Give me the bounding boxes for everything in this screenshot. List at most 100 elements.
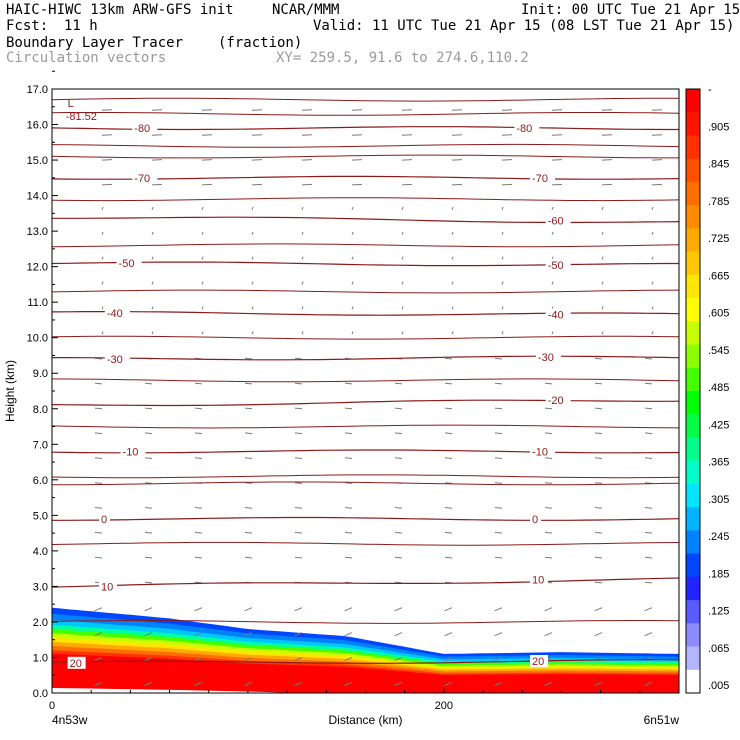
vector-22 [101, 134, 113, 136]
vector-3 [94, 607, 103, 612]
vector-170 [444, 632, 453, 637]
y-tick-label: 2.0 [33, 617, 48, 629]
contour-label-bg [116, 257, 142, 270]
contour-label-bg [104, 306, 130, 319]
contour-label: -70 [134, 173, 150, 185]
axes: 0.0 1.0 2.0 3.0 4.0 5.0 6.0 7.0 8.0 9.0 10.0 11.0 12… [3, 70, 680, 727]
vector-104 [294, 482, 303, 484]
colorbar-swatch [686, 669, 700, 694]
contour-label-bg [530, 171, 556, 184]
vector-242 [594, 632, 603, 637]
colorbar-swatch [686, 274, 700, 299]
contour-label-bg [132, 122, 158, 135]
terrain-edge [52, 688, 300, 693]
vector-21 [101, 159, 113, 161]
vector-79 [244, 507, 253, 509]
colorbar-swatch [686, 321, 700, 345]
vector-154 [394, 432, 403, 435]
vector-230 [551, 331, 554, 335]
vector-147 [394, 607, 403, 612]
vector-215 [501, 109, 513, 111]
vector-222 [544, 531, 553, 534]
vector-191 [451, 109, 463, 111]
vector-20 [101, 183, 113, 186]
vector-107 [294, 407, 303, 410]
vector-139 [351, 206, 354, 210]
colorbar: - .905 .845 .785 .725 .665 .605 .545 .485 .425 .36… [685, 84, 729, 694]
contour-10 [52, 577, 679, 588]
vector-149 [394, 556, 403, 559]
vector-115 [301, 206, 304, 210]
vector-125 [344, 556, 353, 559]
vector-51 [194, 607, 203, 612]
vector-255 [601, 306, 604, 310]
colorbar-swatch [686, 135, 700, 160]
vector-219 [544, 607, 553, 612]
vector-28 [144, 581, 153, 584]
colorbar-label: .125 [708, 606, 729, 618]
contour-0 [52, 516, 679, 521]
vector-173 [444, 556, 453, 559]
vector-134 [351, 331, 354, 335]
vector-284 [651, 183, 663, 186]
vector-31 [144, 507, 153, 509]
y-tick-label: 12.0 [27, 262, 48, 274]
vector-87 [251, 306, 254, 310]
colorbar-swatch [686, 437, 700, 462]
contour-line-10 [52, 474, 679, 479]
y-tick-label: 5.0 [33, 510, 48, 522]
y-tick-label: 7.0 [33, 439, 48, 451]
vector-65 [201, 256, 204, 260]
vector-275 [644, 407, 653, 410]
vector-54 [194, 531, 203, 534]
vector-228 [544, 382, 553, 385]
vector-280 [651, 281, 654, 285]
vector-83 [244, 407, 253, 410]
vector-150 [394, 531, 403, 534]
vector-239 [551, 109, 563, 111]
contour-label-bg [120, 445, 146, 458]
colorbar-label: .905 [708, 121, 729, 133]
y-tick-label: 10.0 [27, 333, 48, 345]
contour-label-bg [98, 512, 110, 525]
colorbar-label: .845 [708, 159, 729, 171]
vector-253 [594, 357, 603, 360]
colorbar-swatch [686, 181, 700, 206]
vector-140 [351, 183, 363, 186]
vector-109 [294, 357, 303, 360]
vector-111 [301, 306, 304, 310]
vector-282 [651, 231, 654, 235]
vector-249 [594, 457, 603, 459]
vector-24 [144, 681, 153, 686]
vector-92 [251, 183, 263, 186]
vector-77 [244, 556, 253, 559]
vector-141 [351, 159, 363, 161]
vector-98 [294, 632, 303, 637]
contour-label: -40 [107, 308, 123, 320]
valid-time: Valid: 11 UTC Tue 21 Apr 15 (08 LST Tue … [313, 18, 735, 34]
vector-19 [101, 206, 104, 210]
vector-113 [301, 256, 304, 260]
y-tick-label: 9.0 [33, 368, 48, 380]
vector-34 [144, 432, 153, 435]
colorbar-label: - [708, 84, 712, 96]
vector-168 [444, 681, 453, 686]
y-tick-label: 3.0 [33, 581, 48, 593]
vector-45 [151, 159, 163, 161]
y-tick-label: 6.0 [33, 475, 48, 487]
vector-101 [294, 556, 303, 559]
colorbar-label: .725 [708, 233, 729, 245]
vector-93 [251, 159, 263, 161]
vector-194 [494, 632, 503, 637]
vector-221 [544, 556, 553, 559]
vector-8 [94, 482, 103, 484]
vector-80 [244, 482, 253, 484]
colorbar-swatch [686, 483, 700, 508]
vector-38 [151, 331, 154, 335]
vector-254 [601, 331, 604, 335]
vector-210 [501, 231, 504, 235]
vector-1 [94, 657, 103, 662]
vector-128 [344, 482, 353, 484]
vector-277 [644, 357, 653, 360]
vector-216 [544, 681, 553, 686]
